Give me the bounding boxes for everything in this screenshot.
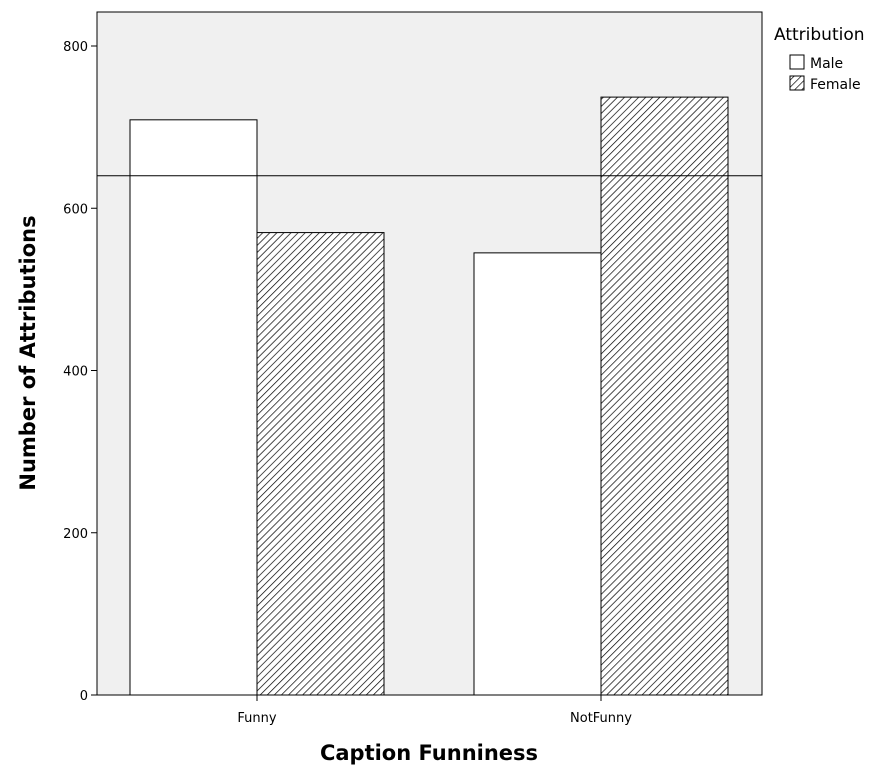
bar-female-notfunny xyxy=(600,96,729,696)
bar-female-funny xyxy=(256,232,385,696)
y-tick-label: 400 xyxy=(63,365,88,380)
bars-group xyxy=(129,96,729,696)
legend-swatch-male xyxy=(789,54,805,70)
x-axis-title: Caption Funniness xyxy=(320,741,538,765)
legend-title: Attribution xyxy=(774,25,865,45)
x-tick-label: NotFunny xyxy=(570,711,632,726)
legend-label-female: Female xyxy=(810,77,861,93)
y-tick-label: 0 xyxy=(80,689,88,704)
legend-swatch-female xyxy=(789,75,805,91)
y-tick-label: 800 xyxy=(63,40,88,55)
x-tick-label: Funny xyxy=(237,711,276,726)
y-axis-title: Number of Attributions xyxy=(16,215,40,490)
legend-label-male: Male xyxy=(810,56,843,72)
y-axis: 0 200 400 600 800 xyxy=(63,40,97,704)
y-tick-label: 600 xyxy=(63,202,88,217)
x-axis: Funny NotFunny xyxy=(237,695,632,726)
legend: Attribution Male Female xyxy=(774,25,865,93)
bar-male-notfunny xyxy=(473,252,602,696)
y-tick-label: 200 xyxy=(63,527,88,542)
bar-male-funny xyxy=(129,119,258,696)
